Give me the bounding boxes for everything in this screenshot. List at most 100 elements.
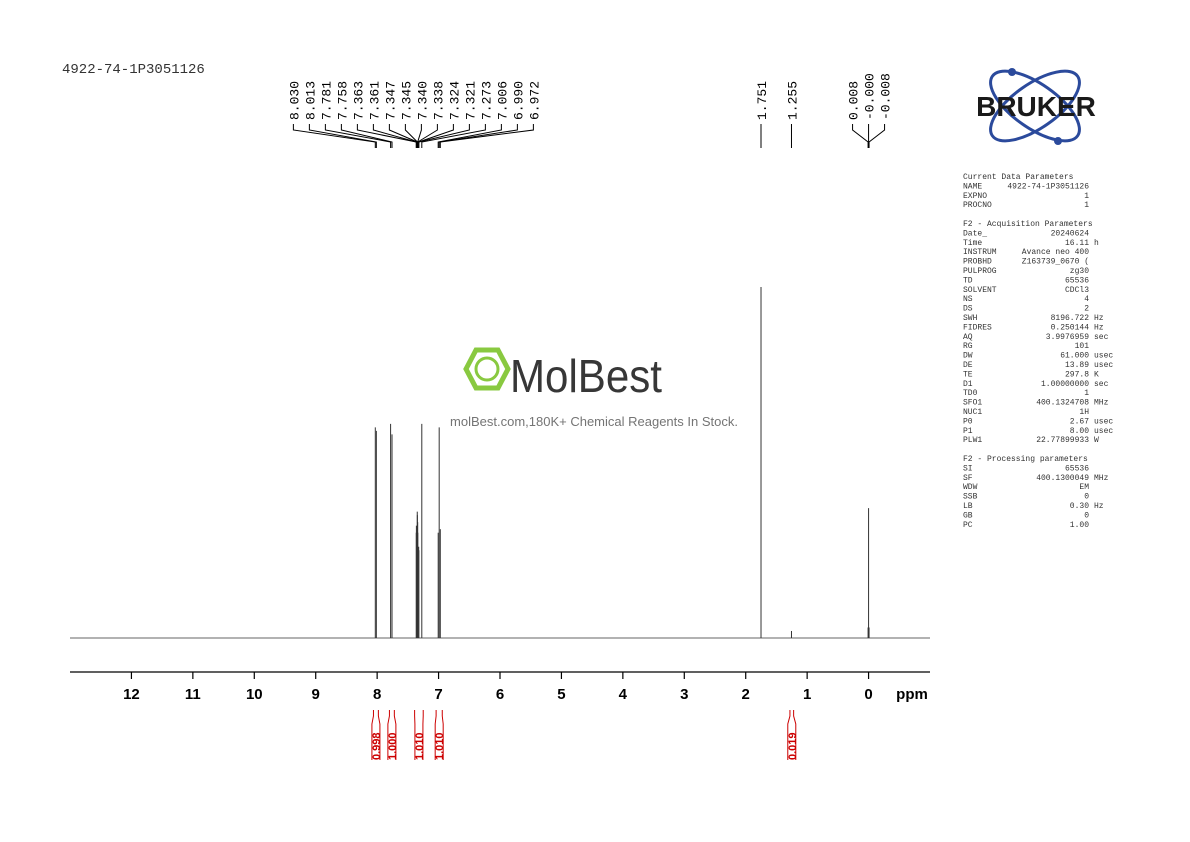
peak-label-leader [437,124,502,148]
param-value: 2.67 [1070,417,1089,426]
peak-label: 7.006 [495,81,510,120]
x-tick-label: 1 [803,686,811,703]
x-axis-label: ppm [896,686,928,703]
integral-bracket [387,710,397,760]
logo-orbit [989,69,1081,143]
param-value: 297.8 [1065,370,1089,379]
param-name: PULPROG [963,267,997,276]
param-name: PROCNO [963,201,992,210]
param-value: 400.1300049 [1036,474,1089,483]
logo-orbit [989,69,1081,143]
param-name: FIDRES [963,323,992,332]
param-name: SFO1 [963,399,982,408]
param-value: 1 [1084,389,1089,398]
peak-label: 7.781 [319,81,334,120]
peak-label: -0.000 [863,73,878,120]
x-tick-label: 4 [619,686,628,703]
param-value: 0.250144 [1051,323,1090,332]
param-value: 4 [1084,295,1089,304]
param-unit: Hz [1094,502,1104,511]
param-value: 1 [1084,192,1089,201]
x-tick-label: 2 [742,686,750,703]
param-section-title: F2 - Acquisition Parameters [963,220,1093,229]
integral-bracket [371,710,381,760]
peak-label-leader [324,124,392,148]
param-value: 0 [1084,511,1089,520]
logo-dot [1008,68,1016,76]
peak-label: 7.758 [335,81,350,120]
peak-label: 7.363 [351,81,366,120]
param-name: EXPNO [963,192,987,201]
param-value: CDCl3 [1065,286,1089,295]
peak-label-leader [439,124,534,148]
param-name: D1 [963,380,973,389]
param-value: 2 [1084,305,1089,314]
x-tick-label: 5 [557,686,565,703]
param-value: 1.00000000 [1041,380,1089,389]
param-name: SI [963,464,973,473]
param-name: TD [963,276,973,285]
x-tick-label: 0 [864,686,872,703]
param-name: SF [963,474,973,483]
param-name: WDW [963,483,978,492]
param-unit: h [1094,239,1099,248]
peak-label-leader [438,124,518,148]
watermark-name: MolBest [510,350,662,402]
param-section-title: Current Data Parameters [963,173,1074,182]
peak-label: 6.990 [511,81,526,120]
peak-label: 7.361 [367,81,382,120]
param-value: Z163739_0670 ( [1022,258,1089,267]
param-name: RG [963,342,973,351]
x-tick-label: 8 [373,686,381,703]
param-unit: K [1094,370,1099,379]
param-unit: usec [1094,417,1113,426]
param-value: 101 [1075,342,1090,351]
param-name: GB [963,511,973,520]
bruker-logo: BRUKER [976,68,1096,145]
param-name: PLW1 [963,436,982,445]
x-tick-label: 10 [246,686,263,703]
param-unit: MHz [1094,399,1109,408]
peak-label: 7.321 [463,81,478,120]
x-tick-label: 11 [185,686,201,703]
peak-label-leader [308,124,377,148]
param-name: NS [963,295,973,304]
peak-label: 0.008 [847,81,862,120]
param-value: 400.1324708 [1036,399,1089,408]
param-unit: sec [1094,333,1109,342]
param-unit: W [1094,436,1099,445]
param-name: P0 [963,417,973,426]
integral-bracket [434,710,444,760]
param-value: 1H [1079,408,1089,417]
peak-label: 7.340 [415,81,430,120]
param-name: INSTRUM [963,248,997,257]
param-value: 4922-74-1P3051126 [1007,182,1089,191]
param-unit: Hz [1094,314,1104,323]
param-value: 20240624 [1051,229,1090,238]
param-name: SSB [963,493,978,502]
integral-label: 1.010 [434,732,446,760]
param-value: 22.77899933 [1036,436,1089,445]
param-name: SOLVENT [963,286,997,295]
integral-label: 1.010 [414,732,426,760]
peak-label-leader [292,124,376,148]
param-unit: sec [1094,380,1109,389]
peak-label: 8.030 [287,81,302,120]
param-value: 61.000 [1060,352,1089,361]
watermark-icon [474,356,500,382]
peak-label-leader [418,124,470,148]
param-value: EM [1079,483,1089,492]
param-name: PROBHD [963,258,992,267]
param-name: AQ [963,333,973,342]
x-tick-label: 7 [434,686,442,703]
spectrum-title: 4922-74-1P3051126 [62,62,205,78]
peak-label-leader [852,124,869,148]
integral-bracket [414,710,424,760]
param-value: 65536 [1065,464,1089,473]
param-value: 0 [1084,493,1089,502]
param-name: NAME [963,182,982,191]
param-unit: usec [1094,352,1113,361]
peak-label: 8.013 [303,81,318,120]
